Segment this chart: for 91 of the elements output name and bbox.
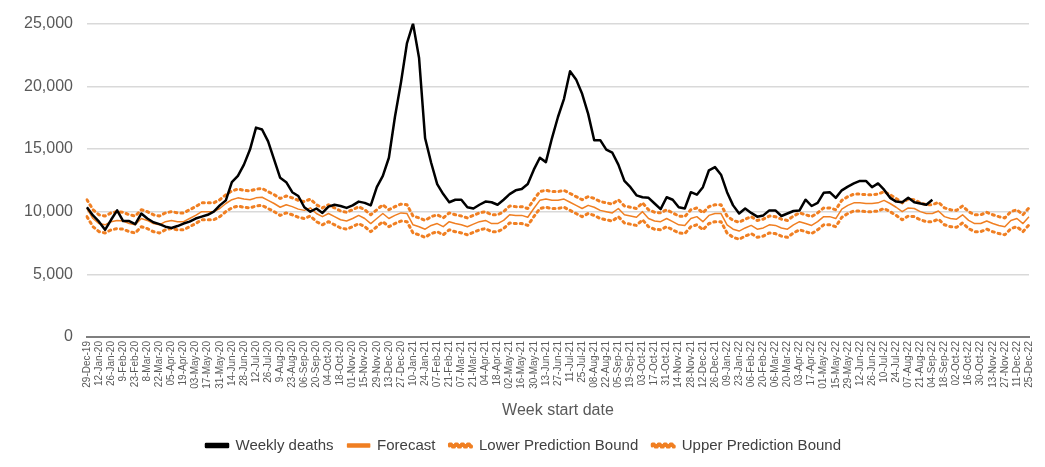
legend-label: Lower Prediction Bound: [478, 435, 639, 453]
x-tick-label: 23-Feb-20: [129, 340, 140, 388]
x-tick-label: 26-Jul-20: [261, 340, 273, 383]
x-tick-label: 11-Dec-22: [1010, 340, 1022, 387]
x-tick-label: 10-Jan-21: [406, 340, 418, 387]
x-tick-label: 22-Aug-21: [600, 340, 612, 388]
x-tick-label: 26-Jun-22: [865, 340, 877, 387]
x-tick-label: 21-Feb-21: [443, 340, 455, 388]
x-tick-label: 18-Oct-20: [334, 340, 346, 386]
x-tick-label: 28-Nov-21: [684, 340, 696, 388]
x-tick-label: 27-Nov-22: [998, 340, 1010, 388]
x-tick-label: 30-Oct-22: [974, 340, 986, 386]
x-tick-label: 20-Mar-22: [781, 340, 793, 388]
x-tick-label: 19-Apr-20: [177, 340, 189, 386]
x-tick-label: 17-Apr-22: [805, 340, 817, 386]
x-tick-label: 25-Dec-22: [1022, 340, 1034, 388]
x-tick-label: 01-Nov-20: [346, 340, 358, 388]
legend-label: Weekly deaths: [235, 435, 334, 453]
x-tick-label: 23-Aug-20: [286, 340, 298, 388]
x-tick-label: 13-Nov-22: [986, 340, 998, 388]
x-tick-label: 27-Dec-20: [394, 340, 406, 388]
x-tick-label: 8-Mar-20: [141, 340, 153, 382]
x-tick-label: 28-Jun-20: [237, 340, 249, 387]
x-tick-label: 13-Jun-21: [539, 340, 551, 387]
x-tick-label: 07-Mar-21: [455, 340, 467, 388]
x-tick-label: 03-Oct-21: [636, 340, 648, 386]
x-tick-label: 02-Oct-22: [950, 340, 962, 386]
x-tick-label: 26-Jan-20: [104, 340, 116, 387]
y-tick-label: 25,000: [24, 14, 74, 32]
x-axis-title: Week start date: [502, 400, 614, 418]
x-tick-label: 05-Apr-20: [165, 340, 177, 386]
y-tick-label: 20,000: [24, 76, 74, 94]
x-tick-label: 24-Jan-21: [418, 340, 430, 387]
x-tick-label: 29-Nov-20: [370, 340, 382, 388]
x-tick-label: 29-May-22: [841, 340, 853, 389]
x-tick-label: 25-Jul-21: [575, 340, 587, 383]
x-tick-label: 06-Mar-22: [769, 340, 781, 388]
x-tick-label: 13-Dec-20: [382, 340, 394, 388]
x-tick-label: 15-Nov-20: [358, 340, 370, 388]
x-tick-label: 20-Feb-22: [757, 340, 769, 388]
y-tick-label: 0: [64, 327, 74, 345]
x-tick-label: 07-Aug-22: [901, 340, 913, 388]
x-tick-label: 04-Oct-20: [322, 340, 334, 386]
x-tick-label: 31-Oct-21: [660, 340, 672, 386]
y-tick-label: 10,000: [24, 202, 74, 220]
x-tick-label: 15-May-22: [829, 340, 841, 389]
x-tick-label: 20-Sep-20: [310, 340, 322, 388]
x-tick-label: 21-Aug-22: [914, 340, 926, 388]
x-tick-label: 18-Sep-22: [938, 340, 950, 388]
x-tick-label: 08-Aug-21: [587, 340, 599, 388]
x-tick-label: 30-May-21: [527, 340, 539, 389]
x-tick-label: 16-Oct-22: [962, 340, 974, 386]
x-tick-label: 09-Jan-22: [720, 340, 732, 387]
x-tick-label: 23-Jan-22: [732, 340, 744, 387]
x-tick-label: 19-Sep-21: [624, 340, 636, 388]
x-tick-label: 12-Jul-20: [249, 340, 261, 383]
x-tick-label: 16-May-21: [515, 340, 527, 389]
line-series: [85, 186, 1031, 224]
x-tick-label: 10-Jul-22: [877, 340, 889, 383]
x-tick-label: 04-Sep-22: [926, 340, 938, 388]
x-tick-label: 11-Jul-21: [563, 340, 575, 382]
x-tick-label: 05-Sep-21: [612, 340, 624, 388]
x-tick-label: 24-Jul-22: [889, 340, 901, 383]
x-tick-label: 29-Dec-19: [80, 340, 92, 388]
x-tick-label: 02-May-21: [503, 340, 515, 389]
x-tick-label: 14-Jun-20: [225, 340, 237, 387]
x-tick-label: 17-May-20: [201, 340, 213, 389]
y-tick-label: 15,000: [24, 139, 74, 157]
x-tick-label: 31-May-20: [213, 340, 225, 389]
x-tick-label: 07-Feb-21: [430, 340, 442, 388]
x-tick-label: 21-Mar-21: [467, 340, 479, 388]
x-tick-label: 12-Jun-22: [853, 340, 865, 387]
x-tick-label: 04-Apr-21: [479, 340, 491, 386]
x-tick-label: 18-Apr-21: [491, 340, 503, 386]
x-tick-label: 22-Mar-20: [153, 340, 165, 388]
x-tick-label: 12-Jan-20: [92, 340, 104, 387]
y-tick-label: 5,000: [32, 264, 74, 282]
legend-label: Forecast: [377, 435, 437, 453]
legend-label: Upper Prediction Bound: [681, 435, 841, 453]
x-tick-label: 9-Aug-20: [273, 340, 285, 383]
x-tick-label: 14-Nov-21: [672, 340, 684, 388]
x-tick-label: 06-Sep-20: [298, 340, 310, 388]
x-tick-label: 26-Dec-21: [708, 340, 720, 388]
x-tick-label: 03-Apr-22: [793, 340, 805, 386]
x-tick-label: 17-Oct-21: [648, 340, 660, 386]
x-tick-label: 12-Dec-21: [696, 340, 708, 388]
x-tick-label: 06-Feb-22: [744, 340, 756, 388]
x-tick-label: 03-May-20: [189, 340, 201, 389]
x-tick-label: 01-May-22: [817, 340, 829, 389]
x-tick-label: 9-Feb-20: [116, 340, 128, 382]
x-tick-label: 27-Jun-21: [551, 340, 563, 387]
